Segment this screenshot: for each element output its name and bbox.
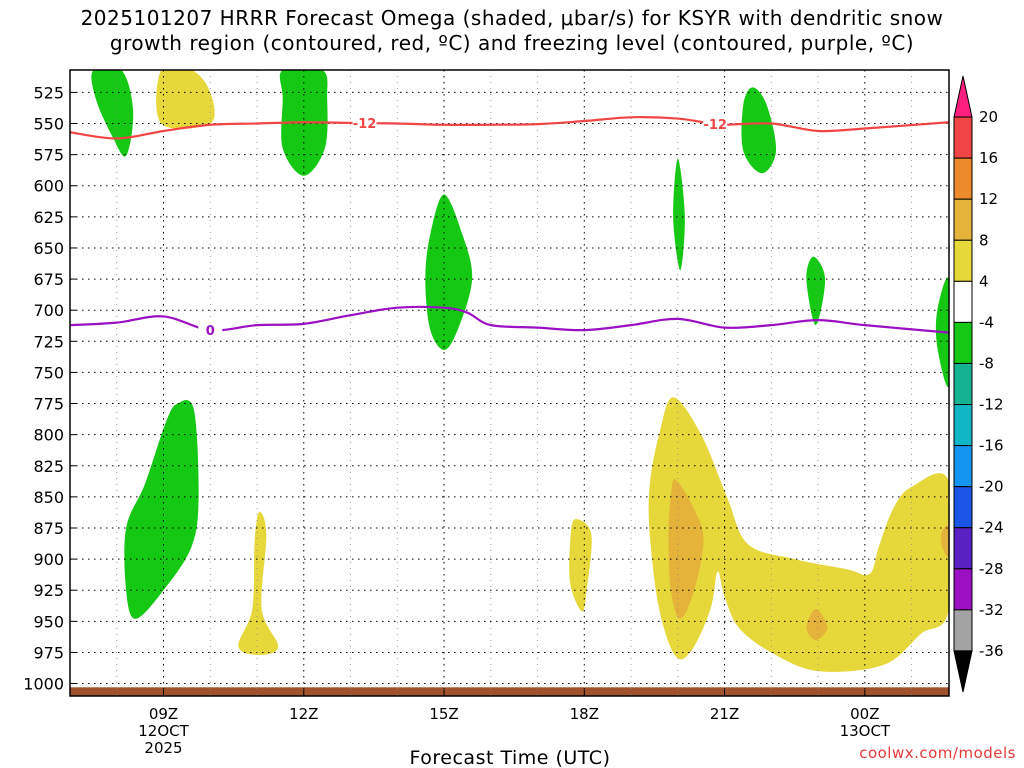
- colorbar-box: [953, 321, 973, 364]
- title-line-2: growth region (contoured, red, ºC) and f…: [109, 31, 915, 55]
- omega-region-12: [668, 479, 704, 619]
- y-tick-label: 600: [33, 177, 64, 196]
- y-tick-label: 925: [33, 581, 64, 600]
- colorbar-label: -36: [979, 642, 1004, 660]
- y-tick-label: 650: [33, 239, 64, 258]
- omega-region-11: [648, 397, 949, 672]
- freezing-level-contour-label: 0: [206, 324, 215, 339]
- y-tick-label: 975: [33, 643, 64, 662]
- y-tick-label: 525: [33, 83, 64, 102]
- y-tick-label: 850: [33, 488, 64, 507]
- title-line-1: 2025101207 HRRR Forecast Omega (shaded, …: [80, 6, 944, 30]
- omega-region-13: [806, 608, 828, 640]
- x-tick-label: 12Z: [289, 705, 318, 723]
- plot-frame: [69, 69, 950, 697]
- y-tick-label: 700: [33, 301, 64, 320]
- colorbar-label: 8: [979, 231, 989, 249]
- x-tick-label: 2025: [144, 739, 182, 757]
- omega-region-1: [156, 70, 215, 129]
- gridlines: [69, 70, 949, 696]
- colorbar-label: 4: [979, 272, 989, 290]
- colorbar-label: 12: [979, 190, 998, 208]
- x-tick-label: 00Z: [850, 705, 879, 723]
- colorbar-label: -8: [979, 354, 994, 372]
- omega-region-0: [91, 70, 134, 157]
- y-tick-label: 875: [33, 519, 64, 538]
- colorbar-label: 16: [979, 149, 998, 167]
- colorbar-box: [953, 486, 973, 529]
- dgz-contour-label: -12: [353, 117, 377, 132]
- x-tick-label: 21Z: [710, 705, 739, 723]
- dgz-contour-label-bg: [352, 115, 377, 131]
- dgz-contour-label: -12: [703, 118, 727, 133]
- colorbar-box: [953, 527, 973, 570]
- y-tick-label: 575: [33, 146, 64, 165]
- colorbar-label: -24: [979, 519, 1004, 537]
- colorbar-label: -16: [979, 437, 1004, 455]
- credit-text: coolwx.com/models: [859, 744, 1016, 762]
- y-tick-label: 900: [33, 550, 64, 569]
- colorbar-label: -28: [979, 560, 1004, 578]
- colorbar-label: 20: [979, 108, 998, 126]
- y-tick-label: 800: [33, 426, 64, 445]
- colorbar-box: [953, 198, 973, 241]
- omega-region-4: [673, 158, 685, 271]
- surface-band: [70, 687, 949, 696]
- omega-region-9: [238, 511, 279, 655]
- y-tick-label: 625: [33, 208, 64, 227]
- dgz-contour-label-bg: [703, 115, 728, 131]
- y-tick-label: 725: [33, 332, 64, 351]
- x-tick-label: 15Z: [429, 705, 458, 723]
- contour-labels: -12 -12 0: [198, 115, 728, 339]
- y-tick-label: 775: [33, 395, 64, 414]
- colorbar-box: [953, 157, 973, 200]
- colorbar-label: -20: [979, 478, 1004, 496]
- colorbar-bottom-arrow: [953, 650, 973, 693]
- x-tick-label: 18Z: [570, 705, 599, 723]
- y-tick-label: 825: [33, 457, 64, 476]
- colorbar-box: [953, 445, 973, 488]
- colorbar-box: [953, 609, 973, 652]
- y-tick-label: 1000: [23, 675, 64, 694]
- y-axis: 525 550 575 600 625 650 675 700 725 750 775 800 825 8…: [23, 83, 76, 694]
- colorbar-label: -12: [979, 396, 1004, 414]
- x-tick-label: 13OCT: [840, 722, 891, 740]
- colorbar-top-arrow: [953, 75, 973, 118]
- colorbar-box: [953, 239, 973, 282]
- dgz-contour: [70, 116, 949, 140]
- omega-region-8: [124, 400, 199, 619]
- y-tick-label: 750: [33, 363, 64, 382]
- y-tick-label: 950: [33, 612, 64, 631]
- x-axis-label: Forecast Time (UTC): [410, 747, 611, 768]
- colorbar: 20 16 12 8 4 -4 -8 -12 -16 -20 -24 -28 -32 -36: [953, 75, 1004, 693]
- chart-title: 2025101207 HRRR Forecast Omega (shaded, …: [0, 6, 1024, 56]
- omega-regions: [70, 70, 949, 696]
- colorbar-box: [953, 280, 973, 323]
- colorbar-box: [953, 362, 973, 406]
- colorbar-box: [953, 404, 973, 447]
- y-tick-label: 550: [33, 115, 64, 134]
- omega-region-10: [569, 519, 592, 612]
- y-tick-label: 675: [33, 270, 64, 289]
- x-tick-label: 09Z: [149, 705, 178, 723]
- colorbar-label: -4: [979, 313, 994, 331]
- omega-region-14: [941, 525, 949, 558]
- colorbar-label: -32: [979, 601, 1004, 619]
- freezing-level-contour-label-bg: [198, 322, 223, 338]
- colorbar-box: [953, 116, 973, 159]
- omega-region-6: [806, 256, 826, 326]
- omega-region-5: [741, 87, 777, 174]
- x-tick-label: 12OCT: [138, 722, 189, 740]
- colorbar-box: [953, 568, 973, 611]
